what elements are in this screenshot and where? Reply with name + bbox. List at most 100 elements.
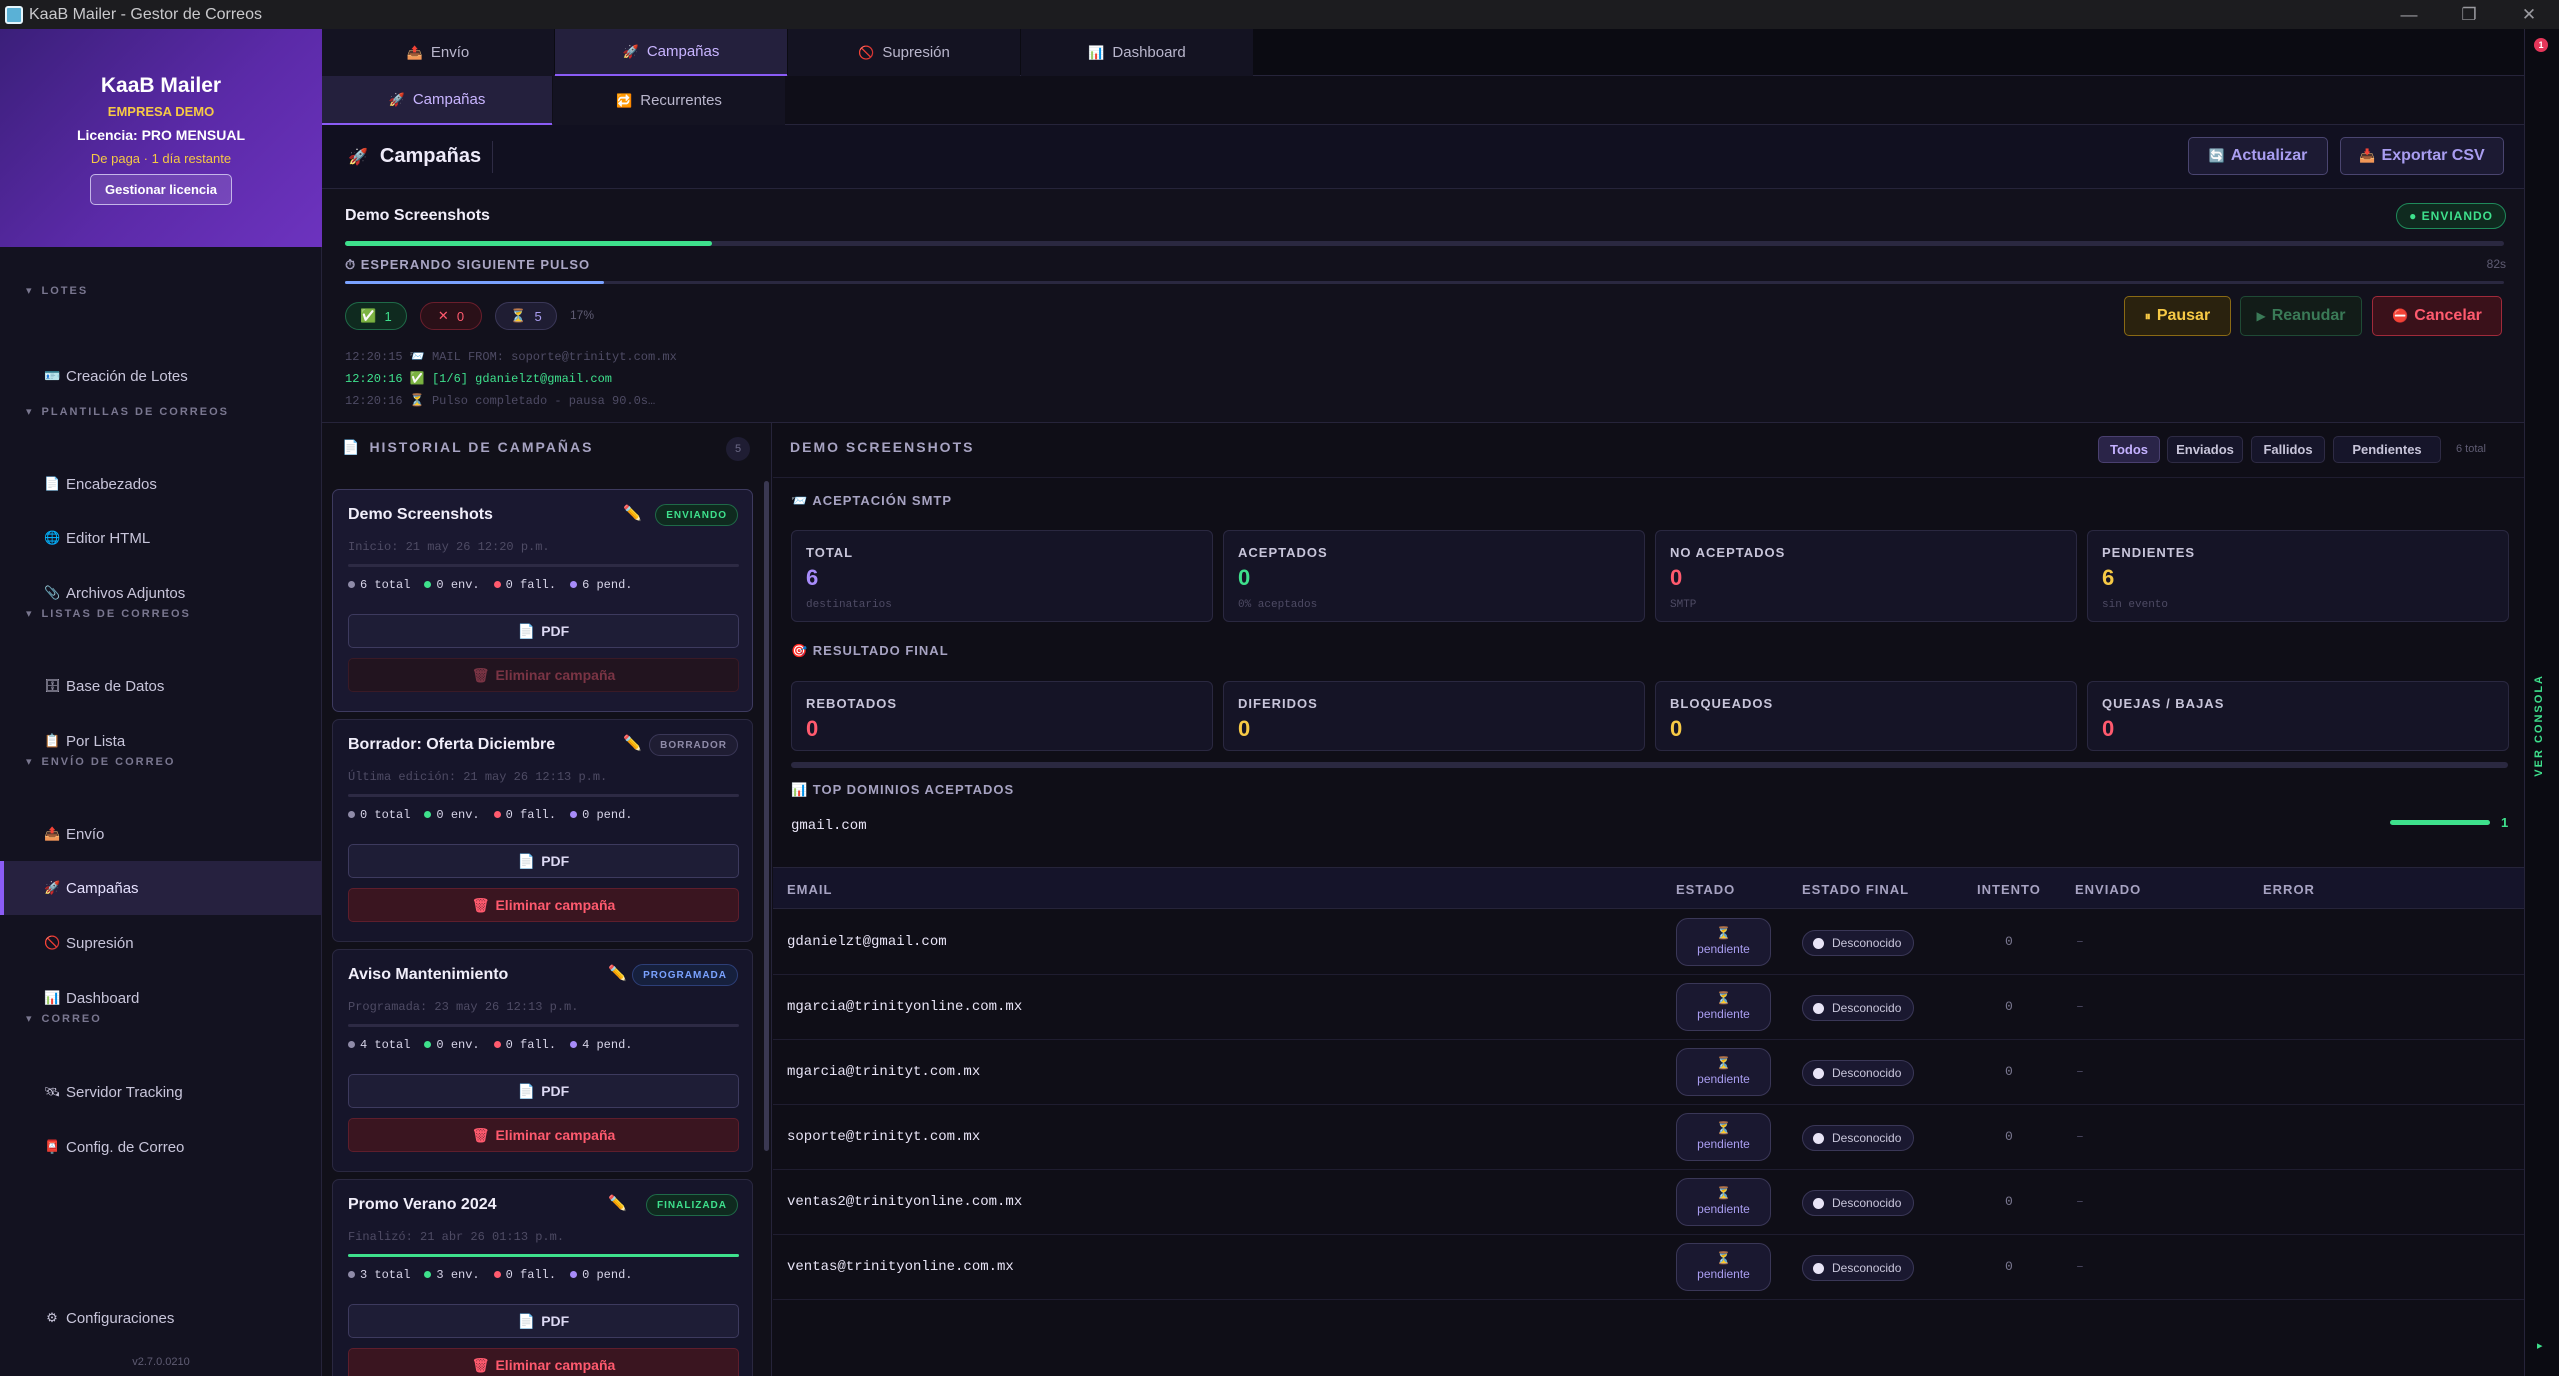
sidebar-item-creacion-lotes[interactable]: 🪪 Creación de Lotes (44, 367, 188, 385)
delete-campaign-button[interactable]: 🗑 Eliminar campaña (348, 1348, 739, 1376)
row-attempts: 0 (2005, 1259, 2013, 1274)
table-row[interactable]: ventas@trinityonline.com.mx ⏳ pendiente Des… (773, 1235, 2524, 1300)
status-badge: FINALIZADA (646, 1194, 738, 1216)
col-estado-final[interactable]: ESTADO FINAL (1802, 882, 1910, 897)
delete-campaign-button[interactable]: 🗑 Eliminar campaña (348, 658, 739, 692)
row-sent: – (2076, 1194, 2084, 1209)
resume-button[interactable]: ▶ Reanudar (2240, 296, 2362, 336)
filter-todos[interactable]: Todos (2098, 436, 2160, 463)
sidebar-item-adjuntos[interactable]: 📎 Archivos Adjuntos (44, 584, 186, 602)
sidebar-item-editor-html[interactable]: 🌐 Editor HTML (44, 529, 151, 547)
brand-name: KaaB Mailer (100, 74, 222, 97)
page-title: 🚀 Campañas (348, 145, 482, 167)
status-pill: ⏳ pendiente (1676, 1243, 1771, 1291)
final-status-pill: Desconocido (1802, 1255, 1915, 1281)
row-sent: – (2076, 1259, 2084, 1274)
edit-icon[interactable]: ✏️ (623, 505, 642, 522)
history-scrollbar[interactable] (764, 481, 769, 1151)
trash-icon: 🗑 (471, 896, 490, 913)
section-envio[interactable]: ▾ ENVÍO DE CORREO (26, 756, 176, 768)
filter-enviados[interactable]: Enviados (2167, 436, 2243, 463)
col-email[interactable]: EMAIL (787, 882, 833, 897)
campaign-card[interactable]: Borrador: Oferta Diciembre ✏️ BORRADOR Ú… (332, 719, 753, 942)
tab-envio[interactable]: 📤 Envío (322, 29, 554, 76)
sidebar-item-base-datos[interactable]: 🗄 Base de Datos (44, 677, 165, 695)
col-enviado[interactable]: ENVIADO (2075, 882, 2142, 897)
sidebar-item-servidor-tracking[interactable]: 🛰 Servidor Tracking (44, 1083, 183, 1101)
section-lotes[interactable]: ▾ LOTES (26, 285, 89, 297)
status-badge: ● ENVIANDO (2396, 203, 2506, 229)
table-row[interactable]: ventas2@trinityonline.com.mx ⏳ pendiente De… (773, 1170, 2524, 1235)
top-tabs: 📤 Envío 🚀 Campañas 🚫 Supresión 📊 Dashboard (322, 29, 2524, 76)
table-row[interactable]: soporte@trinityt.com.mx ⏳ pendiente Descono… (773, 1105, 2524, 1170)
pause-icon: ⏸ (2144, 308, 2151, 323)
pdf-button[interactable]: 📄 PDF (348, 614, 739, 648)
database-icon: 🗄 (44, 678, 61, 693)
table-row[interactable]: gdanielzt@gmail.com ⏳ pendiente Desconocido… (773, 910, 2524, 975)
pdf-button[interactable]: 📄 PDF (348, 1074, 739, 1108)
maximize-button[interactable]: ❐ (2461, 4, 2477, 24)
arrow-right-icon[interactable]: ▸ (2537, 1340, 2543, 1352)
pdf-button[interactable]: 📄 PDF (348, 1304, 739, 1338)
sidebar-item-configuraciones[interactable]: ⚙ Configuraciones (0, 1291, 322, 1345)
subtab-recurrentes[interactable]: 🔁 Recurrentes (553, 76, 785, 125)
pdf-button[interactable]: 📄 PDF (348, 844, 739, 878)
campaign-icon: 🚀 (348, 149, 368, 166)
domains-section-title: 📊 TOP DOMINIOS ACEPTADOS (791, 782, 1015, 797)
campaign-card[interactable]: Aviso Mantenimiento ✏️ PROGRAMADA Progra… (332, 949, 753, 1172)
edit-icon[interactable]: ✏️ (608, 965, 627, 982)
tab-dashboard[interactable]: 📊 Dashboard (1021, 29, 1253, 76)
console-toggle[interactable]: VER CONSOLA (2533, 674, 2545, 777)
pulse-countdown: 82s (2486, 257, 2506, 271)
status-dot-icon (1813, 1002, 1824, 1014)
hourglass-icon: ⏳ (1716, 926, 1731, 940)
app-version: v2.7.0.0210 (132, 1356, 190, 1368)
sidebar-item-campanas[interactable]: 🚀 Campañas (0, 861, 322, 915)
sidebar-item-encabezados[interactable]: 📄 Encabezados (44, 475, 157, 493)
row-sent: – (2076, 999, 2084, 1014)
section-correo[interactable]: ▾ CORREO (26, 1013, 102, 1025)
cancel-button[interactable]: ⛔ Cancelar (2372, 296, 2502, 336)
export-csv-button[interactable]: 📥 Exportar CSV (2340, 137, 2504, 175)
refresh-button[interactable]: 🔄 Actualizar (2188, 137, 2328, 175)
document-icon: 📄 (44, 476, 61, 491)
sidebar-item-supresion[interactable]: 🚫 Supresión (44, 934, 134, 952)
window-title: KaaB Mailer - Gestor de Correos (29, 5, 262, 23)
close-button[interactable]: ✕ (2521, 4, 2537, 24)
col-intento[interactable]: INTENTO (1977, 882, 2041, 897)
delete-campaign-button[interactable]: 🗑 Eliminar campaña (348, 1118, 739, 1152)
edit-icon[interactable]: ✏️ (608, 1195, 627, 1212)
table-row[interactable]: mgarcia@trinityt.com.mx ⏳ pendiente Descono… (773, 1040, 2524, 1105)
total-note: 6 total (2456, 443, 2486, 455)
manage-license-button[interactable]: Gestionar licencia (90, 174, 232, 205)
tab-campanas[interactable]: 🚀 Campañas (555, 29, 787, 76)
filter-fallidos[interactable]: Fallidos (2251, 436, 2325, 463)
col-error[interactable]: ERROR (2263, 882, 2315, 897)
minimize-button[interactable]: — (2400, 4, 2418, 24)
sidebar-item-por-lista[interactable]: 📋 Por Lista (44, 732, 126, 750)
hourglass-icon: ⏳ (1716, 1186, 1731, 1200)
section-plantillas[interactable]: ▾ PLANTILLAS DE CORREOS (26, 406, 229, 418)
recipients-table-header: EMAIL ESTADO ESTADO FINAL INTENTO ENVIAD… (773, 867, 2524, 909)
table-row[interactable]: mgarcia@trinityonline.com.mx ⏳ pendiente De… (773, 975, 2524, 1040)
edit-icon[interactable]: ✏️ (623, 735, 642, 752)
campaign-card[interactable]: Promo Verano 2024 ✏️ FINALIZADA Finalizó… (332, 1179, 753, 1376)
section-listas[interactable]: ▾ LISTAS DE CORREOS (26, 608, 191, 620)
status-dot-icon (1813, 1067, 1824, 1079)
subtab-campanas[interactable]: 🚀 Campañas (322, 76, 552, 125)
notification-badge[interactable]: 1 (2534, 38, 2548, 52)
filter-pendientes[interactable]: Pendientes (2333, 436, 2441, 463)
delete-campaign-button[interactable]: 🗑 Eliminar campaña (348, 888, 739, 922)
pause-button[interactable]: ⏸ Pausar (2124, 296, 2231, 336)
sidebar-item-config-correo[interactable]: 📮 Config. de Correo (44, 1138, 185, 1156)
sidebar-item-dashboard[interactable]: 📊 Dashboard (44, 989, 140, 1007)
campaign-card[interactable]: Demo Screenshots ✏️ ENVIANDO Inicio: 21 … (332, 489, 753, 712)
company-name: EMPRESA DEMO (107, 104, 215, 119)
stat-rebotados: REBOTADOS 0 (791, 681, 1213, 751)
brand-panel: KaaB Mailer EMPRESA DEMO Licencia: PRO M… (0, 29, 322, 247)
sidebar-item-envio[interactable]: 📤 Envío (44, 825, 105, 843)
console-strip[interactable]: VER CONSOLA ▸ (2524, 29, 2559, 1376)
tab-supresion[interactable]: 🚫 Supresión (788, 29, 1020, 76)
col-estado[interactable]: ESTADO (1676, 882, 1736, 897)
status-badge: BORRADOR (649, 734, 738, 756)
